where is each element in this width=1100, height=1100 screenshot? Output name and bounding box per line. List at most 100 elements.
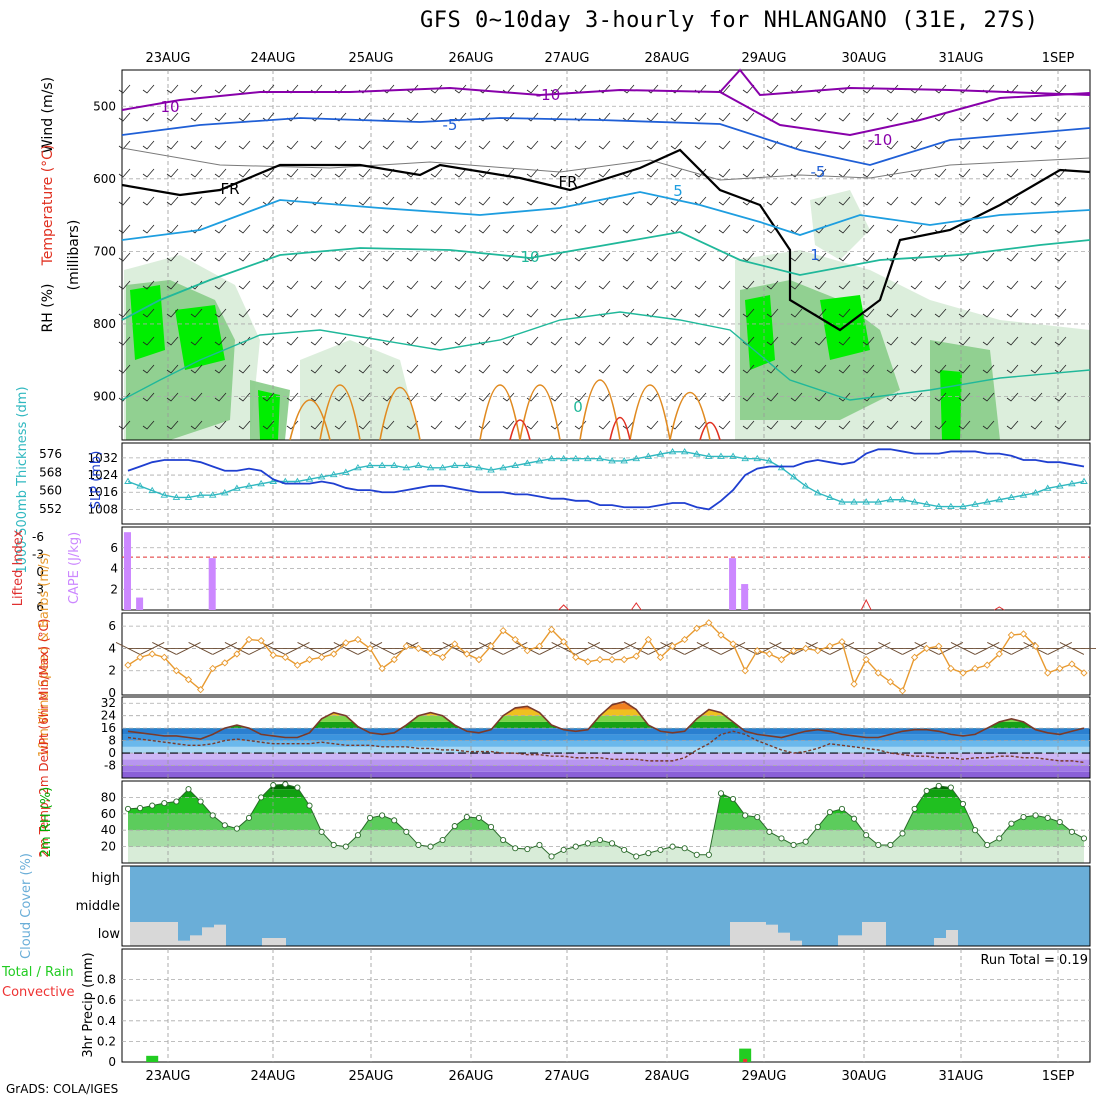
wind-barb xyxy=(190,420,203,430)
wind-barb xyxy=(430,224,443,234)
ytitle-precip: 3hr Precip (mm) xyxy=(81,952,96,1057)
ytitle-wind10m: 10m Wind Speed & Barbs (m/s) xyxy=(37,553,52,758)
wind-barb xyxy=(118,308,131,318)
wind-barb xyxy=(814,392,827,402)
wind-barb xyxy=(574,252,587,262)
rh-marker xyxy=(149,802,156,809)
wind-barb xyxy=(382,336,395,346)
wind-barb xyxy=(238,84,251,94)
temp-band xyxy=(122,734,1090,741)
wind-barb xyxy=(358,280,371,290)
y-tick-label: 0.4 xyxy=(97,1014,116,1028)
wind-barb xyxy=(1054,420,1067,430)
thickness-marker xyxy=(608,457,616,464)
li-tick: 0 xyxy=(36,565,44,579)
y-tick-label: 24 xyxy=(101,709,116,723)
wind-barb xyxy=(454,308,467,318)
li-tick: 6 xyxy=(36,600,44,614)
thickness-marker xyxy=(390,461,399,468)
rh-marker xyxy=(161,800,168,807)
contour-plus5 xyxy=(121,191,1091,241)
wind-barb xyxy=(238,196,251,206)
wind-barb xyxy=(166,392,179,402)
wind-barb xyxy=(214,196,227,206)
wind-barb xyxy=(790,252,803,262)
bottom-date-axis: 23AUG 24AUG 25AUG 26AUG 27AUG 28AUG 29AUG 30AUG… xyxy=(145,1069,1074,1084)
wind-barb xyxy=(382,196,395,206)
rh-marker xyxy=(814,823,821,830)
wind-barb xyxy=(670,168,683,178)
y-tick-label: 60 xyxy=(101,807,116,821)
wind-barb xyxy=(862,140,875,150)
wind-speed-marker xyxy=(172,667,181,675)
thickness-marker xyxy=(426,463,435,471)
rh-marker xyxy=(342,843,349,850)
wind-barb xyxy=(886,420,899,430)
wind-barb xyxy=(886,280,899,290)
wind-barb xyxy=(958,196,971,206)
run-total-label: Run Total = 0.19 xyxy=(980,953,1088,968)
wind-barb xyxy=(934,84,947,94)
wind-barb xyxy=(478,392,491,402)
wind-speed-marker xyxy=(947,664,955,673)
wind-barb xyxy=(646,224,659,234)
rh-marker xyxy=(863,832,870,839)
wind-barb xyxy=(502,224,515,234)
wind-barb xyxy=(262,364,275,374)
wind-barb xyxy=(1030,336,1043,346)
wind-barb xyxy=(646,308,659,318)
wind-barb xyxy=(958,140,971,150)
wind-barb xyxy=(934,308,947,318)
thickness-marker xyxy=(753,454,762,462)
rh-marker xyxy=(221,822,228,829)
wind-barb xyxy=(910,336,923,346)
wind-barb xyxy=(382,84,395,94)
wind-barb xyxy=(814,168,827,178)
wind-barb xyxy=(838,336,851,346)
rh-band xyxy=(128,813,1084,831)
y-tick-label: 2 xyxy=(108,664,116,678)
thickness-tick: 560 xyxy=(39,484,62,498)
top-date-label: 25AUG xyxy=(348,51,393,66)
top-date-label: 27AUG xyxy=(544,51,589,66)
wind-barb xyxy=(646,336,659,346)
rh-marker xyxy=(197,798,204,805)
wind-speed-marker xyxy=(487,642,495,650)
wind-barb xyxy=(574,308,587,318)
wind-speed-marker xyxy=(269,651,277,659)
wind-barb xyxy=(838,140,851,150)
wind-barb xyxy=(718,392,731,402)
wind-barb-10m xyxy=(224,642,250,655)
wind-barb xyxy=(838,364,851,374)
cloud-level-label: low xyxy=(98,927,121,942)
wind-barb xyxy=(526,308,539,318)
wind-barb xyxy=(982,224,995,234)
wind-barb-10m xyxy=(611,642,637,655)
temp-band xyxy=(122,746,1090,754)
rh-marker xyxy=(403,828,410,835)
wind-barb xyxy=(310,336,323,346)
y-tick-label: 500 xyxy=(93,99,116,113)
wind-barb xyxy=(262,308,275,318)
wind-barb xyxy=(526,168,539,178)
rh-marker xyxy=(415,841,422,849)
wind-barb xyxy=(958,280,971,290)
thickness-marker xyxy=(910,498,919,505)
wind-barb xyxy=(766,140,779,150)
wind-barb xyxy=(934,140,947,150)
rh-marker xyxy=(742,812,749,819)
cloud-low-block xyxy=(178,940,190,946)
wind-barb xyxy=(238,280,251,290)
wind-barb xyxy=(1054,140,1067,150)
wind-speed-marker xyxy=(717,631,725,639)
contour-label: -5 xyxy=(811,163,826,181)
rh-marker xyxy=(500,836,507,844)
wind-barb xyxy=(1030,280,1043,290)
wind-barb xyxy=(934,168,947,178)
wind-speed-marker xyxy=(814,647,822,655)
thickness-marker xyxy=(850,498,858,505)
thickness-marker xyxy=(233,484,241,491)
wind-barb xyxy=(958,420,971,430)
wind-speed-marker xyxy=(693,624,701,633)
wind-barb xyxy=(214,280,227,290)
